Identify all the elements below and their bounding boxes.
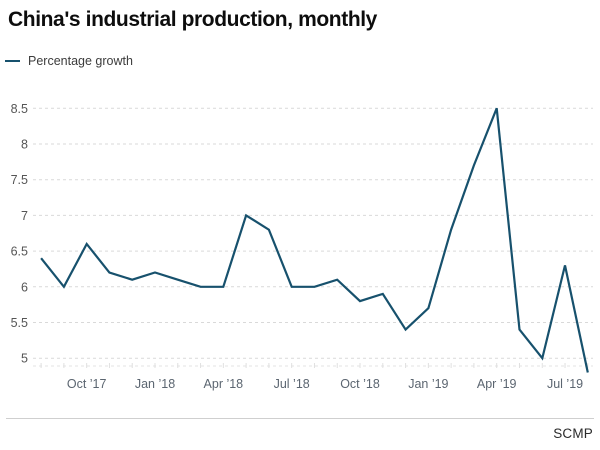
y-axis-tick-label: 8.5 bbox=[11, 102, 28, 116]
footer-divider bbox=[6, 418, 594, 419]
y-axis-tick-label: 6.5 bbox=[11, 245, 28, 259]
x-axis-tick-label: Jan ’19 bbox=[408, 377, 448, 391]
y-axis-tick-label: 7.5 bbox=[11, 173, 28, 187]
x-axis-tick-label: Oct ’18 bbox=[340, 377, 380, 391]
y-axis-tick-label: 8 bbox=[21, 138, 28, 152]
x-axis-tick-label: Oct ’17 bbox=[67, 377, 107, 391]
x-axis-tick-label: Jan ’18 bbox=[135, 377, 175, 391]
chart-title: China's industrial production, monthly bbox=[8, 8, 377, 31]
line-chart: 8.5 8 7.5 7 6.5 6 5.5 5 Oct ’17 Jan ’18 Apr ’18 Jul… bbox=[11, 102, 593, 391]
legend-line-swatch bbox=[5, 59, 20, 63]
y-axis-tick-label: 5.5 bbox=[11, 316, 28, 330]
x-axis-tick-label: Apr ’18 bbox=[204, 377, 244, 391]
x-axis-tick-label: Jul ’18 bbox=[274, 377, 310, 391]
x-axis-tick-label: Jul ’19 bbox=[547, 377, 583, 391]
legend-label: Percentage growth bbox=[28, 54, 133, 68]
legend: Percentage growth bbox=[5, 54, 133, 68]
source-label: SCMP bbox=[553, 426, 593, 441]
series-line bbox=[40, 107, 589, 373]
y-axis-tick-label: 6 bbox=[21, 280, 28, 294]
y-axis-tick-label: 7 bbox=[21, 209, 28, 223]
x-axis-tick-label: Apr ’19 bbox=[477, 377, 517, 391]
y-axis-tick-label: 5 bbox=[21, 352, 28, 366]
